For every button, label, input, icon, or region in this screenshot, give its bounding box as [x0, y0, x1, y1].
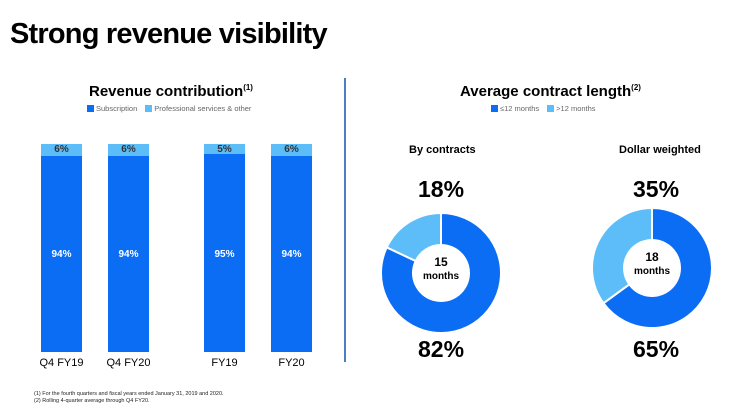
donut-label-short-contracts: 82% — [418, 336, 465, 362]
legend-label: Professional services & other — [154, 104, 252, 113]
legend-label: >12 months — [556, 104, 596, 113]
bar-label-services: 5% — [217, 144, 232, 155]
bar-label-subscription: 94% — [281, 249, 302, 260]
donut-center-contracts: 15 months — [411, 256, 471, 283]
bar-segment-subscription — [41, 156, 82, 352]
legend-label: Subscription — [96, 104, 138, 113]
center-unit: months — [633, 266, 671, 277]
donut-label-long-contracts: 18% — [418, 176, 465, 202]
legend-item-subscription: Subscription — [87, 104, 137, 113]
center-value: 15 — [434, 255, 448, 269]
bar-segment-subscription — [108, 156, 149, 352]
legend-item-short: ≤12 months — [491, 104, 539, 113]
revenue-chart-title-text: Revenue contribution — [89, 83, 244, 100]
donut-center-dollar: 18 months — [622, 251, 682, 278]
category-label: FY19 — [211, 357, 238, 369]
donut-slice-short — [602, 206, 713, 329]
legend-label: ≤12 months — [500, 104, 540, 113]
bar-segment-services — [271, 144, 312, 156]
contract-chart-title: Average contract length(2) — [460, 83, 641, 100]
bar-segment-subscription — [204, 154, 245, 352]
footnote-1: (1) For the fourth quarters and fiscal y… — [34, 391, 224, 397]
bar-segment-services — [108, 144, 149, 156]
contract-chart-title-text: Average contract length — [460, 83, 632, 100]
center-unit: months — [422, 271, 460, 282]
bar-label-subscription: 95% — [214, 249, 235, 260]
footnotes: (1) For the fourth quarters and fiscal y… — [34, 391, 224, 404]
footnote-2: (2) Rolling 4-quarter average through Q4… — [34, 397, 150, 404]
legend-swatch — [491, 105, 498, 112]
page-title: Strong revenue visibility — [10, 18, 328, 50]
bar-label-services: 6% — [284, 144, 299, 155]
bar-label-services: 6% — [54, 144, 69, 155]
legend-item-long: >12 months — [547, 104, 596, 113]
donut-label-short-dollar: 65% — [633, 336, 680, 362]
revenue-legend: Subscription Professional services & oth… — [87, 104, 251, 113]
legend-swatch — [547, 105, 555, 112]
category-label: FY20 — [278, 357, 305, 369]
bar-label-subscription: 94% — [118, 249, 139, 260]
contract-legend: ≤12 months >12 months — [491, 104, 596, 113]
donut-subtitle-contracts: By contracts — [409, 144, 476, 156]
bar-segment-services — [204, 144, 245, 154]
center-value: 18 — [645, 250, 659, 264]
category-label: Q4 FY19 — [39, 357, 84, 369]
donut-subtitle-dollar: Dollar weighted — [619, 144, 701, 156]
donut-slice-long — [591, 206, 653, 305]
legend-item-services: Professional services & other — [145, 104, 251, 113]
donut-label-long-dollar: 35% — [633, 176, 680, 202]
legend-swatch — [145, 105, 153, 112]
bar-label-subscription: 94% — [51, 249, 72, 260]
footnote-ref: (2) — [631, 83, 641, 92]
footnote-ref: (1) — [243, 83, 253, 92]
bar-label-services: 6% — [121, 144, 136, 155]
bar-segment-subscription — [271, 156, 312, 352]
donut-slice-short — [380, 211, 502, 334]
revenue-chart-title: Revenue contribution(1) — [89, 83, 253, 100]
category-label: Q4 FY20 — [106, 357, 151, 369]
section-divider — [344, 78, 346, 362]
legend-swatch — [87, 105, 94, 112]
bar-segment-services — [41, 144, 82, 156]
